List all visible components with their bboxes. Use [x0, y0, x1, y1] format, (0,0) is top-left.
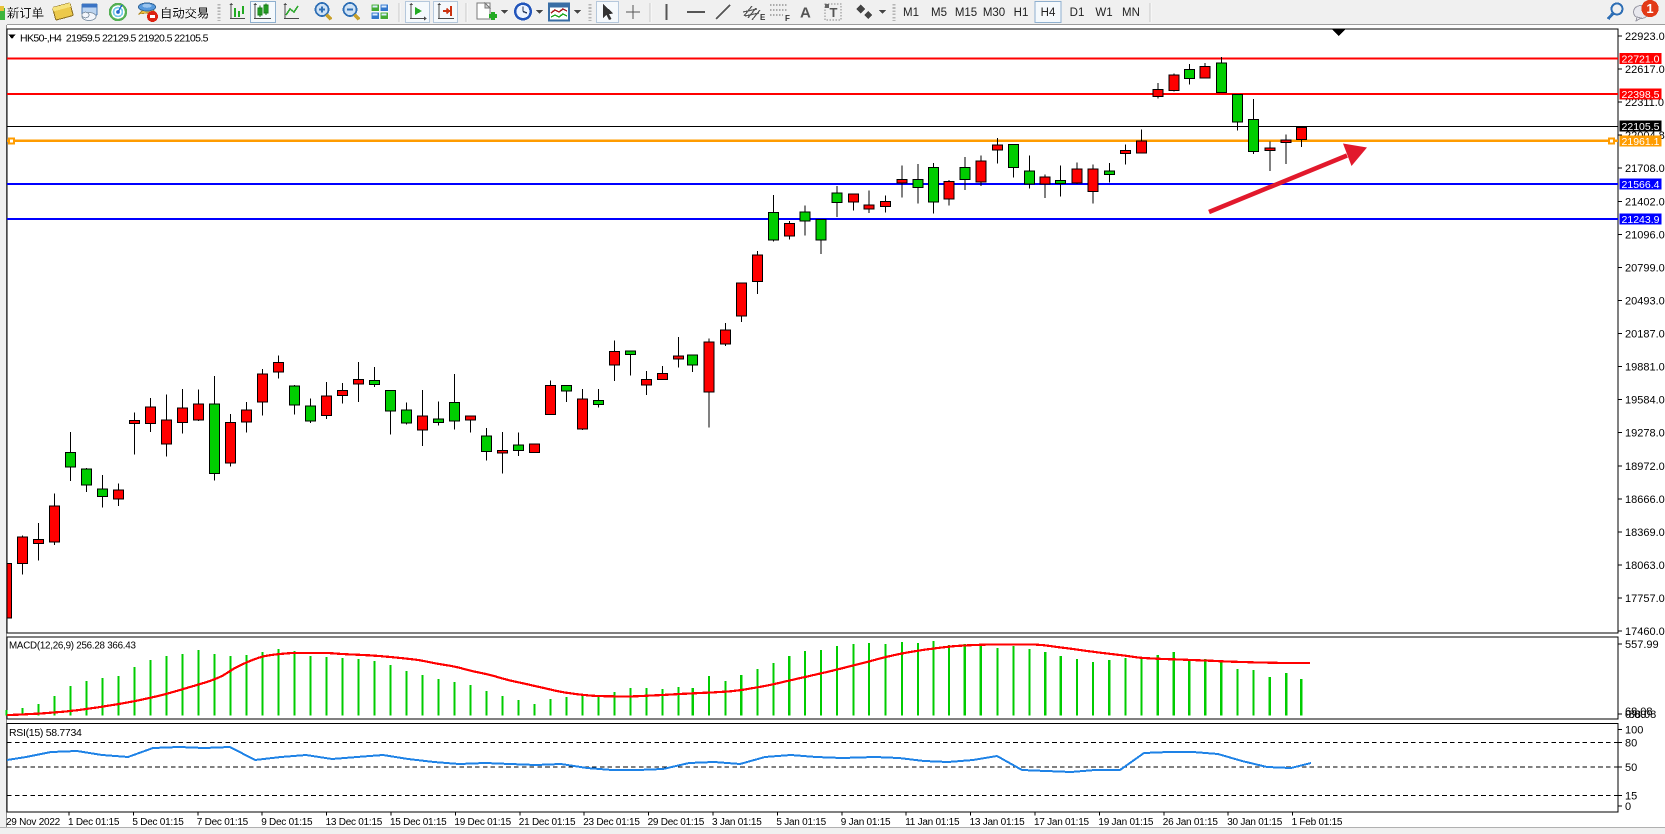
svg-text:H4: H4 [1041, 7, 1056, 19]
svg-text:26 Jan 01:15: 26 Jan 01:15 [1163, 817, 1219, 828]
svg-text:E: E [760, 13, 766, 22]
svg-text:68.08: 68.08 [1625, 706, 1653, 718]
svg-text:18369.0: 18369.0 [1625, 527, 1665, 539]
svg-text:18972.0: 18972.0 [1625, 461, 1665, 473]
svg-text:M1: M1 [903, 7, 919, 19]
svg-text:21961.1: 21961.1 [1622, 136, 1660, 148]
svg-text:1 Dec 01:15: 1 Dec 01:15 [68, 817, 120, 828]
svg-text:557.99: 557.99 [1625, 639, 1659, 651]
svg-text:18666.0: 18666.0 [1625, 494, 1665, 506]
svg-text:13 Jan 01:15: 13 Jan 01:15 [970, 817, 1026, 828]
svg-text:HK50-,H4 21959.5 22129.5 2192: HK50-,H4 21959.5 22129.5 21920.5 22105.5 [20, 33, 209, 45]
svg-text:21243.9: 21243.9 [1622, 214, 1660, 226]
svg-text:A: A [800, 5, 811, 22]
svg-text:19584.0: 19584.0 [1625, 395, 1665, 407]
svg-text:H1: H1 [1014, 7, 1029, 19]
svg-text:1 Feb 01:15: 1 Feb 01:15 [1292, 817, 1343, 828]
svg-text:22617.0: 22617.0 [1625, 64, 1665, 76]
svg-text:21 Dec 01:15: 21 Dec 01:15 [519, 817, 576, 828]
svg-text:19 Jan 01:15: 19 Jan 01:15 [1098, 817, 1154, 828]
svg-text:D1: D1 [1070, 7, 1085, 19]
svg-text:30 Jan 01:15: 30 Jan 01:15 [1227, 817, 1283, 828]
svg-text:M5: M5 [931, 7, 947, 19]
svg-text:100: 100 [1625, 725, 1643, 737]
svg-text:50: 50 [1625, 762, 1637, 774]
svg-text:23 Dec 01:15: 23 Dec 01:15 [583, 817, 640, 828]
svg-text:T: T [830, 5, 838, 20]
svg-text:MACD(12,26,9) 256.28 366.43: MACD(12,26,9) 256.28 366.43 [9, 641, 136, 652]
svg-text:9 Dec 01:15: 9 Dec 01:15 [261, 817, 313, 828]
svg-text:21402.0: 21402.0 [1625, 196, 1665, 208]
svg-text:21096.0: 21096.0 [1625, 229, 1665, 241]
svg-text:15: 15 [1625, 791, 1637, 803]
svg-text:RSI(15) 58.7734: RSI(15) 58.7734 [9, 727, 82, 739]
svg-text:11 Jan 01:15: 11 Jan 01:15 [905, 817, 960, 828]
svg-text:0: 0 [1625, 801, 1631, 813]
svg-text:13 Dec 01:15: 13 Dec 01:15 [326, 817, 383, 828]
svg-text:3 Jan 01:15: 3 Jan 01:15 [712, 817, 762, 828]
svg-text:17757.0: 17757.0 [1625, 593, 1665, 605]
svg-text:M15: M15 [955, 7, 977, 19]
svg-text:80: 80 [1625, 738, 1637, 750]
svg-text:21708.0: 21708.0 [1625, 163, 1665, 175]
svg-text:5 Dec 01:15: 5 Dec 01:15 [132, 817, 184, 828]
svg-text:F: F [785, 14, 790, 23]
svg-text:15 Dec 01:15: 15 Dec 01:15 [390, 817, 447, 828]
svg-text:5 Jan 01:15: 5 Jan 01:15 [776, 817, 826, 828]
svg-text:MN: MN [1122, 7, 1140, 19]
svg-text:W1: W1 [1095, 7, 1112, 19]
svg-text:17 Jan 01:15: 17 Jan 01:15 [1034, 817, 1090, 828]
svg-text:19881.0: 19881.0 [1625, 362, 1665, 374]
svg-text:20493.0: 20493.0 [1625, 295, 1665, 307]
svg-text:9 Jan 01:15: 9 Jan 01:15 [841, 817, 891, 828]
svg-text:M30: M30 [983, 7, 1005, 19]
svg-text:7 Dec 01:15: 7 Dec 01:15 [197, 817, 249, 828]
svg-text:19 Dec 01:15: 19 Dec 01:15 [454, 817, 511, 828]
svg-text:29 Nov 2022: 29 Nov 2022 [6, 817, 61, 828]
svg-text:-88.08: -88.08 [1625, 709, 1656, 721]
svg-text:22923.0: 22923.0 [1625, 31, 1665, 43]
svg-text:18063.0: 18063.0 [1625, 560, 1665, 572]
svg-text:22721.0: 22721.0 [1622, 54, 1660, 66]
svg-text:29 Dec 01:15: 29 Dec 01:15 [648, 817, 705, 828]
svg-text:17460.0: 17460.0 [1625, 626, 1665, 638]
svg-text:1: 1 [1646, 1, 1653, 16]
svg-text:0.00: 0.00 [1625, 709, 1646, 721]
svg-text:19278.0: 19278.0 [1625, 428, 1665, 440]
svg-text:21566.4: 21566.4 [1622, 179, 1660, 191]
svg-text:22105.5: 22105.5 [1622, 121, 1660, 133]
svg-text:22311.0: 22311.0 [1625, 97, 1664, 109]
svg-text:20799.0: 20799.0 [1625, 262, 1665, 274]
svg-text:20187.0: 20187.0 [1625, 329, 1665, 341]
svg-text:22398.5: 22398.5 [1622, 89, 1660, 101]
